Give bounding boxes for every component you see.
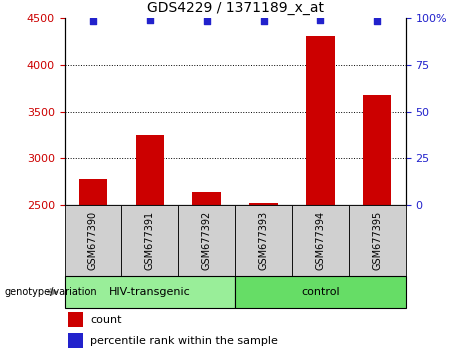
Bar xyxy=(136,135,164,205)
Point xyxy=(203,19,210,24)
Text: genotype/variation: genotype/variation xyxy=(5,287,97,297)
Bar xyxy=(65,205,121,276)
Bar xyxy=(178,205,235,276)
Bar xyxy=(349,205,406,276)
Text: percentile rank within the sample: percentile rank within the sample xyxy=(90,336,278,346)
Text: GSM677390: GSM677390 xyxy=(88,211,98,270)
Point xyxy=(260,19,267,24)
Bar xyxy=(193,192,221,205)
Title: GDS4229 / 1371189_x_at: GDS4229 / 1371189_x_at xyxy=(147,1,324,15)
Text: HIV-transgenic: HIV-transgenic xyxy=(109,287,191,297)
Bar xyxy=(68,333,83,348)
Text: GSM677395: GSM677395 xyxy=(372,211,382,270)
Bar xyxy=(79,179,107,205)
Bar xyxy=(292,205,349,276)
Bar xyxy=(363,95,391,205)
Bar xyxy=(306,36,335,205)
Text: GSM677394: GSM677394 xyxy=(315,211,325,270)
Text: GSM677391: GSM677391 xyxy=(145,211,155,270)
Point xyxy=(373,18,381,23)
Point xyxy=(146,17,154,22)
Bar xyxy=(65,276,235,308)
Text: count: count xyxy=(90,315,122,325)
Point xyxy=(317,17,324,22)
Point xyxy=(89,19,97,24)
Text: GSM677393: GSM677393 xyxy=(259,211,269,270)
Bar xyxy=(235,276,406,308)
Text: GSM677392: GSM677392 xyxy=(201,211,212,270)
Bar xyxy=(68,312,83,327)
Bar xyxy=(121,205,178,276)
Text: control: control xyxy=(301,287,340,297)
Bar xyxy=(249,204,278,205)
Bar xyxy=(235,205,292,276)
